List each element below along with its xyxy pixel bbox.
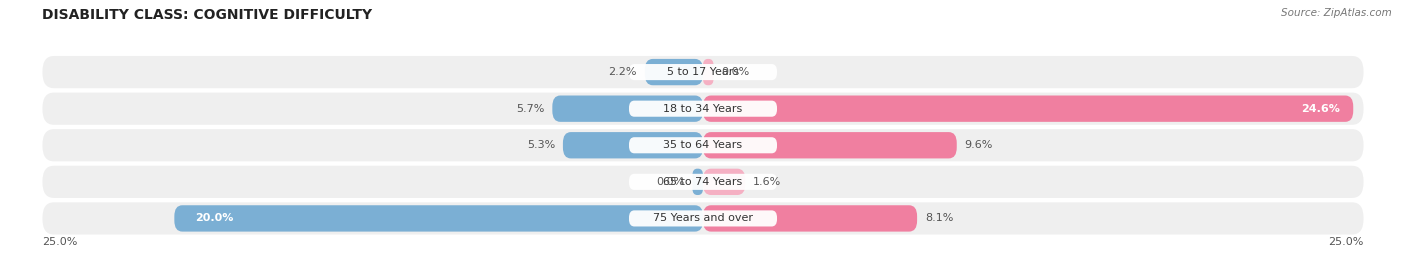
Text: 8.1%: 8.1% (925, 213, 953, 224)
Text: 65 to 74 Years: 65 to 74 Years (664, 177, 742, 187)
FancyBboxPatch shape (628, 174, 778, 190)
Text: 1.6%: 1.6% (754, 177, 782, 187)
FancyBboxPatch shape (703, 59, 714, 85)
Text: 35 to 64 Years: 35 to 64 Years (664, 140, 742, 150)
Text: DISABILITY CLASS: COGNITIVE DIFFICULTY: DISABILITY CLASS: COGNITIVE DIFFICULTY (42, 8, 373, 22)
Text: 25.0%: 25.0% (42, 238, 77, 247)
FancyBboxPatch shape (692, 169, 703, 195)
FancyBboxPatch shape (42, 201, 1364, 235)
Text: 5 to 17 Years: 5 to 17 Years (666, 67, 740, 77)
FancyBboxPatch shape (42, 93, 1364, 125)
FancyBboxPatch shape (628, 210, 778, 226)
FancyBboxPatch shape (42, 92, 1364, 126)
FancyBboxPatch shape (42, 165, 1364, 199)
FancyBboxPatch shape (645, 59, 703, 85)
FancyBboxPatch shape (562, 132, 703, 158)
Text: 5.7%: 5.7% (516, 104, 544, 114)
FancyBboxPatch shape (628, 64, 778, 80)
FancyBboxPatch shape (628, 137, 778, 153)
Text: 0.0%: 0.0% (657, 177, 685, 187)
FancyBboxPatch shape (42, 56, 1364, 88)
Text: 24.6%: 24.6% (1301, 104, 1340, 114)
FancyBboxPatch shape (42, 128, 1364, 162)
FancyBboxPatch shape (703, 95, 1353, 122)
FancyBboxPatch shape (42, 202, 1364, 235)
FancyBboxPatch shape (703, 205, 917, 232)
Text: 75 Years and over: 75 Years and over (652, 213, 754, 224)
FancyBboxPatch shape (42, 166, 1364, 198)
Text: Source: ZipAtlas.com: Source: ZipAtlas.com (1281, 8, 1392, 18)
Text: 9.6%: 9.6% (965, 140, 993, 150)
FancyBboxPatch shape (703, 169, 745, 195)
FancyBboxPatch shape (553, 95, 703, 122)
FancyBboxPatch shape (703, 132, 956, 158)
Text: 5.3%: 5.3% (527, 140, 555, 150)
Text: 20.0%: 20.0% (195, 213, 233, 224)
FancyBboxPatch shape (42, 129, 1364, 161)
FancyBboxPatch shape (628, 101, 778, 117)
Text: 25.0%: 25.0% (1329, 238, 1364, 247)
Text: 0.0%: 0.0% (721, 67, 749, 77)
Text: 18 to 34 Years: 18 to 34 Years (664, 104, 742, 114)
FancyBboxPatch shape (42, 55, 1364, 89)
Text: 2.2%: 2.2% (609, 67, 637, 77)
FancyBboxPatch shape (174, 205, 703, 232)
